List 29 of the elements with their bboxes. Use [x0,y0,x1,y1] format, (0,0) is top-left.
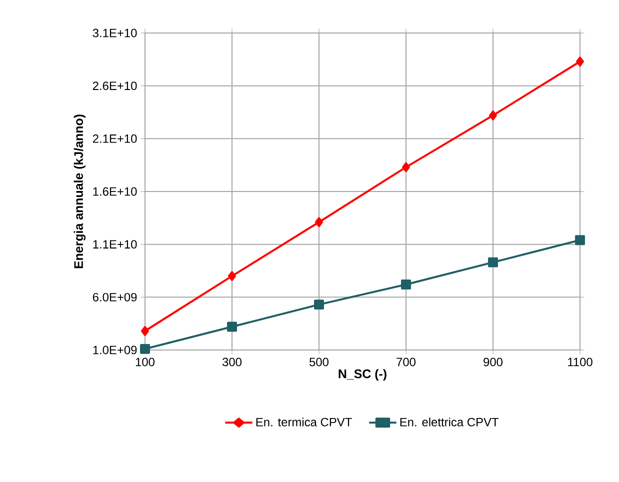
y-axis-title: Energia annuale (kJ/anno) [74,114,86,268]
point [315,217,323,228]
y-tick-label: 6.0E+09 [92,292,137,302]
x-axis-title: N_SC (-) [338,369,386,381]
y-tick-label: 1.6E+10 [93,187,137,196]
x-tick-label: 900 [484,358,503,366]
point [314,300,324,310]
point [141,326,149,336]
x-tick-label: 500 [310,358,329,366]
point [401,280,411,290]
x-tick-label: 300 [222,358,242,366]
x-tick-label: 700 [396,358,416,366]
point [228,271,236,282]
y-tick-label: 1.0E+09 [93,346,137,354]
point [576,56,584,67]
x-tick-label: 100 [136,358,155,366]
point [227,322,237,332]
point [402,162,410,172]
legend-label: En. elettrica CPVT [400,418,499,426]
y-tick-label: 1.1E+10 [93,240,137,249]
y-tick-label: 3.1E+10 [92,28,137,38]
point [140,344,150,354]
y-tick-label: 2.1E+10 [92,134,137,143]
point [488,257,498,268]
point [575,235,585,246]
x-tick-label: 1100 [568,358,592,366]
point [489,110,497,120]
y-tick-label: 2.6E+10 [92,82,137,90]
legend-label: En. termica CPVT [256,418,352,426]
